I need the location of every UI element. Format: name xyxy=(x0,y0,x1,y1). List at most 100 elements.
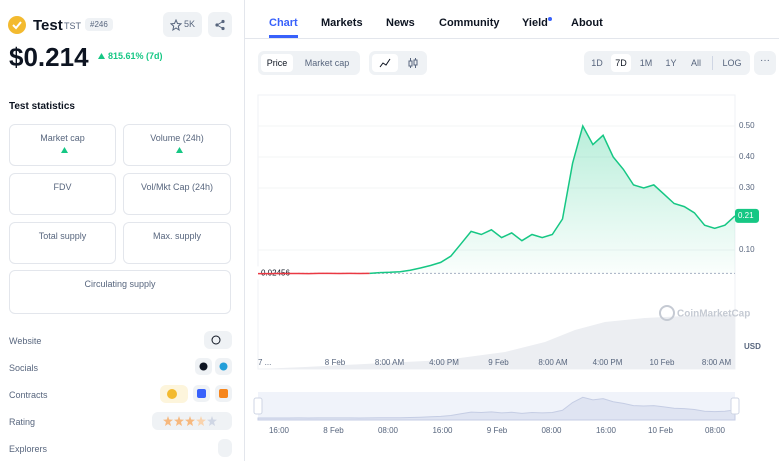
rating-stars xyxy=(163,416,217,426)
watermark-text: CoinMarketCap xyxy=(677,309,750,320)
line-icon xyxy=(379,58,391,68)
divider xyxy=(244,0,245,461)
wallet-icon[interactable] xyxy=(215,385,232,402)
watchlist-button[interactable]: 5K xyxy=(163,12,202,37)
bnb-icon xyxy=(167,389,177,399)
stat-card: Circulating supply951.02M TST xyxy=(9,270,231,314)
glyph xyxy=(219,389,228,398)
y-tick-label: 0.40 xyxy=(739,152,755,161)
stat-label: Max. supply xyxy=(152,231,202,241)
glyph xyxy=(199,362,208,371)
info-pill[interactable]: Website xyxy=(204,331,232,349)
range-button[interactable]: 1M xyxy=(639,58,653,68)
mode-button[interactable]: Market cap xyxy=(304,58,350,68)
y-tick-label: 0.10 xyxy=(739,245,755,254)
tab[interactable]: Community xyxy=(439,17,500,29)
stat-label: Volume (24h) xyxy=(150,133,204,143)
nav-tick-label: 10 Feb xyxy=(648,426,673,435)
tab[interactable]: News xyxy=(386,17,415,29)
tab[interactable]: About xyxy=(571,17,603,29)
tab[interactable]: Chart xyxy=(269,17,298,29)
social-icon[interactable] xyxy=(195,358,212,375)
line-connector xyxy=(369,271,380,275)
stat-card: Market cap $203.54M0.00% xyxy=(9,124,116,166)
price-change: 815.61% (7d) xyxy=(108,51,163,61)
info-label: Explorers xyxy=(9,444,48,454)
star-icon xyxy=(170,19,182,31)
range-button[interactable]: 7D xyxy=(611,54,631,72)
globe-icon xyxy=(211,335,221,345)
price-line xyxy=(379,124,736,274)
info-pill[interactable]: 0×86Bb...666429 xyxy=(160,385,188,403)
range-separator xyxy=(712,56,713,70)
range-button[interactable]: LOG xyxy=(722,58,742,68)
stat-card: FDV$214.12M xyxy=(9,173,116,215)
range-group: 1D 7D 1M 1Y All LOG xyxy=(584,51,750,75)
mode-group: Price Market cap xyxy=(258,51,360,75)
wallet-icon[interactable] xyxy=(193,385,210,402)
navigator-line xyxy=(257,396,736,421)
coin-symbol: TST xyxy=(64,21,81,31)
star xyxy=(196,416,206,426)
social-icon[interactable] xyxy=(215,358,232,375)
stat-label: Market cap xyxy=(40,133,85,143)
x-tick-label: 8:00 AM xyxy=(538,358,568,367)
range-button[interactable]: All xyxy=(690,58,701,68)
range-button[interactable]: 1D xyxy=(591,58,603,68)
candle-chart-button[interactable] xyxy=(400,54,426,72)
x-tick-label: 8 Feb xyxy=(325,358,346,367)
tab-border xyxy=(245,38,779,39)
stat-card: Max. supply1B TST xyxy=(123,222,231,264)
x-tick-label: 8:00 AM xyxy=(375,358,405,367)
star xyxy=(185,416,195,426)
bnb-circle xyxy=(167,389,177,399)
x-tick-label: 9 Feb xyxy=(488,358,509,367)
y-tick-label: 0.50 xyxy=(739,121,755,130)
line-chart-button[interactable] xyxy=(372,54,398,72)
share-button[interactable] xyxy=(208,12,232,37)
stat-card: Vol/Mkt Cap (24h)755.52% xyxy=(123,173,231,215)
arrow-shape xyxy=(61,147,68,153)
globe xyxy=(211,335,221,345)
price-area xyxy=(379,126,735,274)
stats-title: Test statistics xyxy=(9,101,75,112)
x-tick-label: 8:00 AM xyxy=(702,358,732,367)
last-label: 0.21 xyxy=(738,211,754,220)
tab[interactable]: Markets xyxy=(321,17,363,29)
info-label: Website xyxy=(9,336,42,346)
wallet-glyph xyxy=(219,389,228,398)
watermark: CoinMarketCap xyxy=(659,305,750,321)
wallet-glyph xyxy=(197,389,206,398)
stat-label: FDV xyxy=(53,182,72,192)
glyph xyxy=(197,389,206,398)
watchlist-count: 5K xyxy=(184,19,196,29)
info-pill[interactable]: bscscan.com xyxy=(218,439,232,457)
x-tick-label: 7 ... xyxy=(258,358,271,367)
info-pill[interactable]: 3.4 xyxy=(152,412,232,430)
social-glyph xyxy=(199,362,208,371)
y-tick-label: 0.30 xyxy=(739,183,755,192)
stat-label: Circulating supply xyxy=(84,279,156,289)
stat-value: $203.54M0.00% xyxy=(10,147,115,153)
nav-tick-label: 16:00 xyxy=(596,426,617,435)
last-pill xyxy=(735,208,759,223)
stat-label: Vol/Mkt Cap (24h) xyxy=(140,182,214,192)
more-button[interactable]: ··· xyxy=(754,51,776,75)
stat-value: $1.49B243.21% xyxy=(124,147,230,153)
stat-card: Total supply951.02M TST xyxy=(9,222,116,264)
info-label: Contracts xyxy=(9,390,48,400)
info-label: Socials xyxy=(9,363,39,373)
tab[interactable]: Yield xyxy=(522,17,548,29)
mode-button[interactable]: Price xyxy=(261,54,293,72)
candle-icon xyxy=(408,58,418,68)
currency-label: USD xyxy=(744,342,761,351)
new-dot xyxy=(548,17,552,21)
navigator-handle xyxy=(253,397,263,415)
price: $0.214 xyxy=(9,42,89,72)
volume-area xyxy=(258,314,735,369)
range-button[interactable]: 1Y xyxy=(665,58,677,68)
glyph xyxy=(219,362,228,371)
coin-logo xyxy=(8,16,26,34)
nav-tick-label: 16:00 xyxy=(432,426,453,435)
x-tick-label: 4:00 PM xyxy=(429,358,459,367)
